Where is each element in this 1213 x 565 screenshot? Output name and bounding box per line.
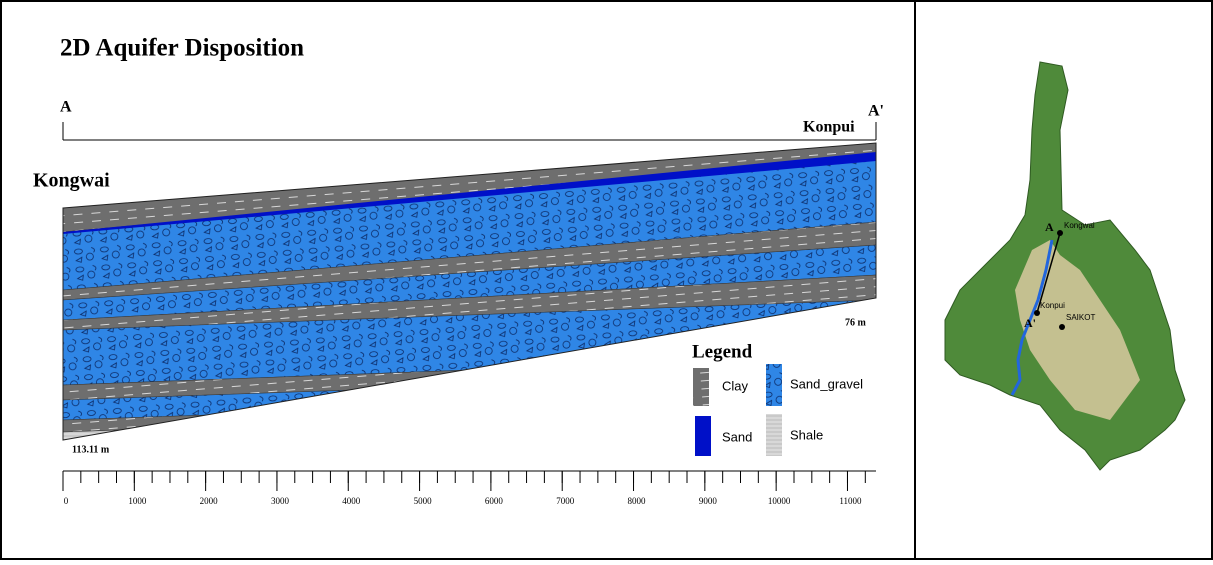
legend-swatch: [766, 364, 782, 406]
section-outline: [62, 142, 877, 441]
tick-label: 8000: [628, 496, 647, 506]
cross-section: [63, 143, 876, 440]
title: 2D Aquifer Disposition: [60, 35, 304, 62]
layer: [63, 221, 876, 301]
legend-title: Legend: [692, 341, 753, 362]
tick-label: 4000: [342, 496, 361, 506]
tick-label: 3000: [271, 496, 290, 506]
layer: [63, 299, 876, 386]
tick-label: 5000: [414, 496, 433, 506]
legend-swatch: [693, 368, 709, 406]
sand-layer: [63, 152, 876, 234]
tick-label: 7000: [556, 496, 575, 506]
legend-swatch: [695, 416, 711, 456]
map-start: A: [1045, 220, 1054, 234]
tick-label: 9000: [699, 496, 718, 506]
map-place: Konpui: [1040, 301, 1065, 310]
right-site: Konpui: [803, 119, 855, 136]
scale-bar: 0 1000 2000 3000 4000 5000 6000 7000 8000 9000 100…: [62, 470, 876, 506]
tick-label: 2000: [200, 496, 219, 506]
tick-label: 0: [64, 496, 69, 506]
legend-item: Sand: [722, 429, 752, 444]
tick-label: 1000: [128, 496, 147, 506]
end-label: A': [868, 103, 884, 120]
left-site: Kongwai: [33, 170, 110, 192]
tick-label: 6000: [485, 496, 504, 506]
legend-item: Shale: [790, 427, 823, 442]
map-end: A': [1024, 316, 1036, 330]
legend-item: Clay: [722, 378, 749, 393]
tick-label: 10000: [768, 496, 791, 506]
right-depth: 76 m: [845, 317, 867, 328]
layer: [63, 244, 876, 321]
start-label: A: [60, 99, 72, 116]
layer: [63, 274, 876, 331]
tick-label: 11000: [839, 496, 862, 506]
legend-item: Sand_gravel: [790, 376, 863, 391]
legend-swatch: [766, 414, 782, 456]
map-place: SAIKOT: [1066, 313, 1095, 322]
left-depth: 113.11 m: [72, 444, 110, 455]
map-place: Kongwai: [1064, 221, 1095, 230]
map: [944, 61, 1186, 471]
